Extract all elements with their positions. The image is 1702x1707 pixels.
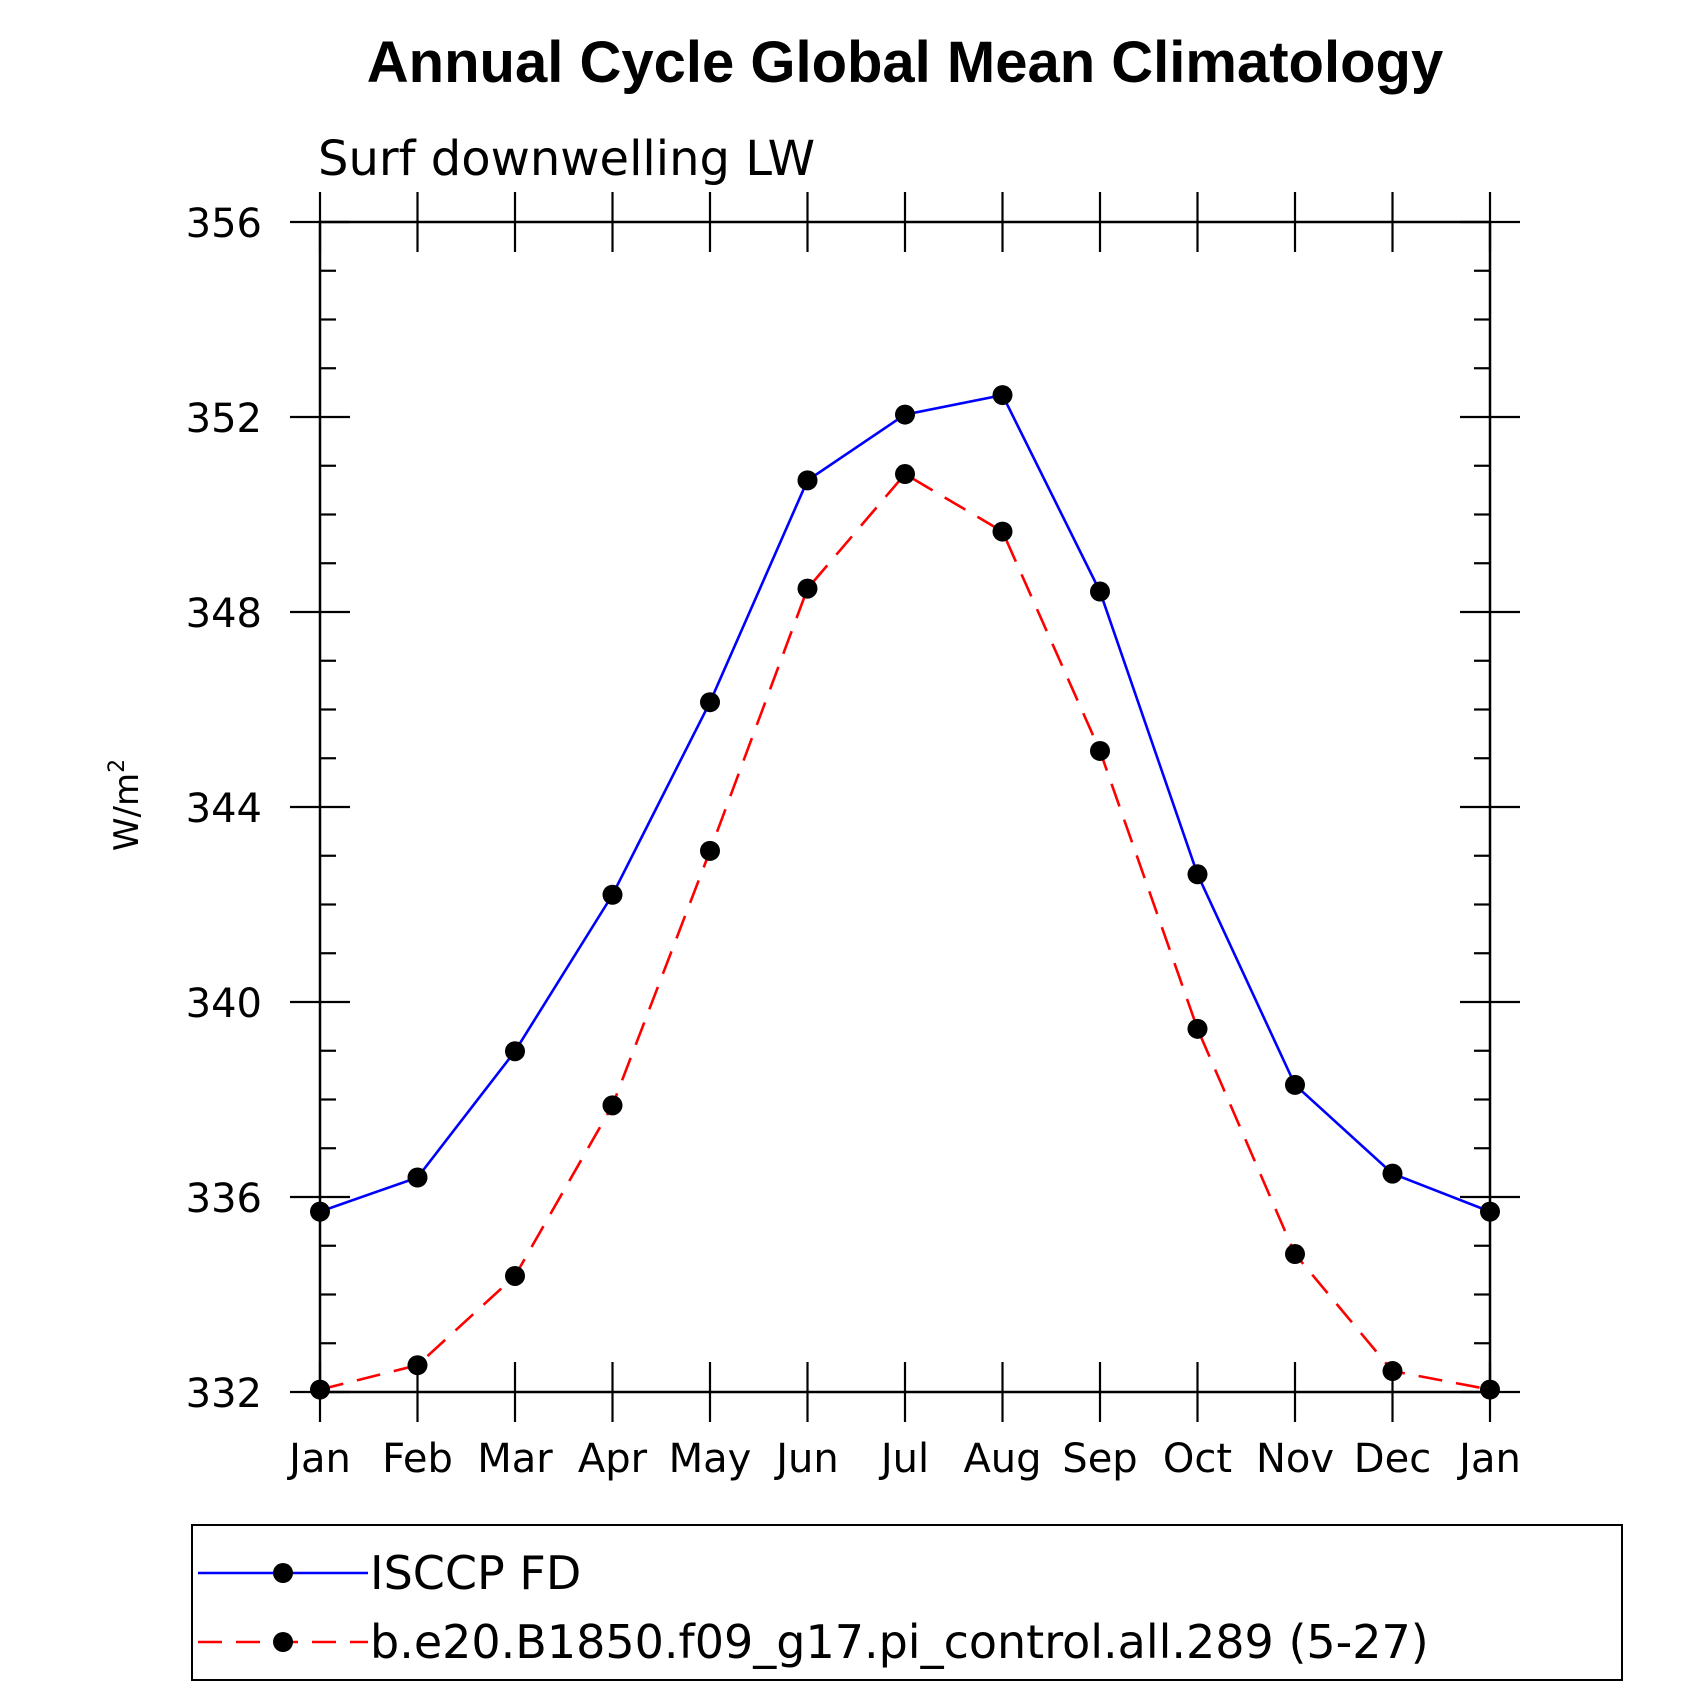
data-point — [310, 1201, 330, 1222]
chart-subtitle: Surf downwelling LW — [318, 131, 815, 187]
legend-label: ISCCP FD — [370, 1546, 581, 1600]
legend-marker — [273, 1563, 293, 1583]
data-point — [602, 1095, 623, 1116]
x-tick-label: Feb — [382, 1436, 453, 1482]
data-point — [1285, 1244, 1305, 1265]
data-point — [992, 385, 1013, 406]
legend-label: b.e20.B1850.f09_g17.pi_control.all.289 (… — [370, 1615, 1429, 1669]
data-point — [1285, 1074, 1305, 1095]
y-tick-label: 352 — [186, 396, 262, 442]
data-point — [992, 521, 1013, 542]
data-point — [895, 404, 915, 425]
x-tick-label: Oct — [1163, 1436, 1232, 1482]
data-point — [1090, 581, 1110, 602]
y-axis-label-superscript: 2 — [105, 759, 130, 773]
data-point — [1090, 740, 1110, 761]
data-point — [1187, 864, 1208, 885]
x-tick-label: Apr — [578, 1436, 648, 1482]
x-tick-label: Nov — [1256, 1436, 1334, 1482]
data-point — [407, 1355, 428, 1376]
data-point — [797, 470, 818, 491]
data-point — [505, 1265, 525, 1286]
data-point — [700, 692, 720, 713]
legend: ISCCP FD b.e20.B1850.f09_g17.pi_control.a… — [191, 1524, 1623, 1681]
data-point — [407, 1167, 428, 1188]
series-line — [319, 472, 1491, 1391]
series-1 — [310, 385, 1500, 1222]
data-point — [1382, 1163, 1403, 1184]
chart-title: Annual Cycle Global Mean Climatology — [367, 30, 1443, 95]
x-tick-label: Sep — [1062, 1436, 1137, 1482]
data-point — [505, 1041, 525, 1062]
y-tick-label: 356 — [186, 201, 262, 247]
y-tick-label: 332 — [186, 1371, 262, 1417]
series-line — [319, 393, 1491, 1213]
y-tick-label: 344 — [186, 786, 262, 832]
data-point — [700, 840, 720, 861]
legend-item: ISCCP FD — [198, 1546, 581, 1600]
data-point — [1187, 1018, 1208, 1039]
axes: 332 336 340 344 348 352 356 Jan Feb Mar Apr May Jun J… — [105, 192, 1521, 1482]
x-tick-label: Jun — [773, 1436, 839, 1482]
y-axis-label: W/m2 — [105, 759, 147, 851]
legend-item: b.e20.B1850.f09_g17.pi_control.all.289 (… — [198, 1615, 1429, 1669]
x-tick-label: Aug — [963, 1436, 1041, 1482]
x-tick-label: May — [669, 1436, 752, 1482]
x-tick-label: Dec — [1354, 1436, 1431, 1482]
data-point — [895, 464, 915, 485]
y-tick-label: 348 — [186, 591, 262, 637]
x-tick-label: Mar — [477, 1436, 553, 1482]
data-point — [797, 578, 818, 599]
data-point — [1480, 1201, 1500, 1222]
series-layer — [310, 385, 1500, 1400]
x-tick-label: Jan — [1456, 1436, 1521, 1482]
plot-frame — [318, 220, 1492, 1394]
x-tick-label: Jan — [286, 1436, 351, 1482]
data-point — [1480, 1379, 1500, 1400]
data-point — [310, 1379, 330, 1400]
series-2 — [310, 464, 1500, 1400]
data-point — [602, 884, 623, 905]
legend-box — [191, 1524, 1623, 1681]
y-tick-label: 336 — [186, 1176, 262, 1222]
x-tick-label: Jul — [878, 1436, 929, 1482]
y-tick-label: 340 — [186, 981, 262, 1027]
data-point — [1382, 1361, 1403, 1382]
legend-marker — [273, 1632, 293, 1652]
